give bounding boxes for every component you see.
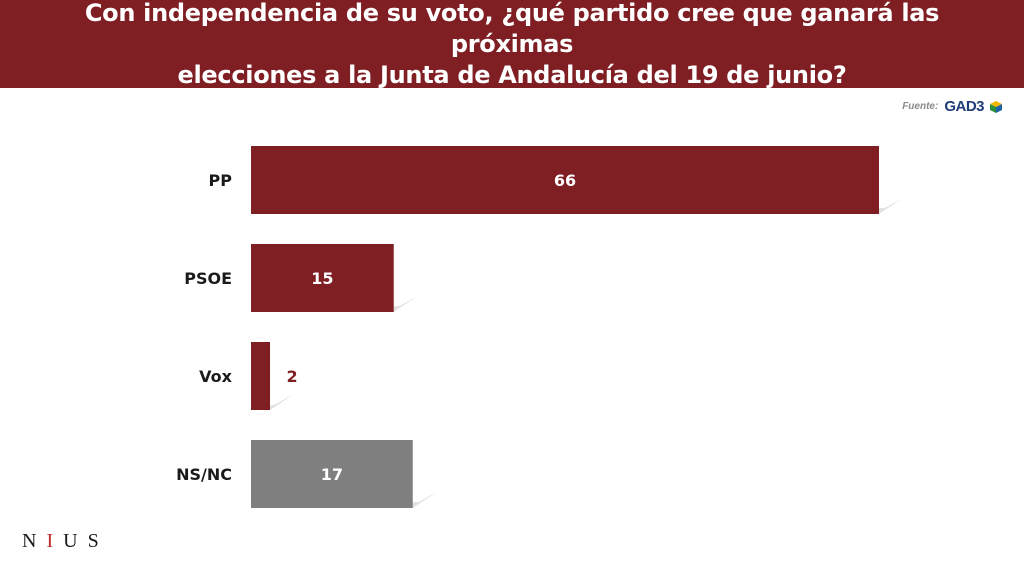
bar-nsnc	[251, 440, 413, 508]
chart-header: Con independencia de su voto, ¿qué parti…	[0, 0, 1024, 89]
gad3-logo: GAD3	[944, 98, 984, 115]
bar-psoe	[251, 244, 394, 312]
cube-icon	[990, 100, 1002, 113]
logo-letter: S	[87, 530, 109, 552]
data-label: 66	[554, 171, 576, 190]
data-label: 2	[286, 367, 297, 386]
source-label: Fuente:	[902, 101, 939, 112]
logo-letter: N	[22, 530, 47, 552]
category-label: Vox	[199, 367, 233, 386]
data-label: 17	[321, 465, 343, 484]
bar-vox	[251, 342, 271, 410]
bar-pp	[251, 146, 879, 214]
category-label: NS/NC	[176, 465, 232, 484]
logo-letter: U	[63, 530, 88, 552]
logo-letter: I	[46, 530, 64, 552]
category-label: PP	[209, 171, 233, 190]
category-label: PSOE	[184, 269, 232, 288]
source-credit: Fuente: GAD3	[902, 98, 1002, 115]
nius-logo: NIUS	[22, 530, 109, 553]
chart-title: Con independencia de su voto, ¿qué parti…	[84, 0, 940, 89]
data-label: 15	[311, 269, 333, 288]
